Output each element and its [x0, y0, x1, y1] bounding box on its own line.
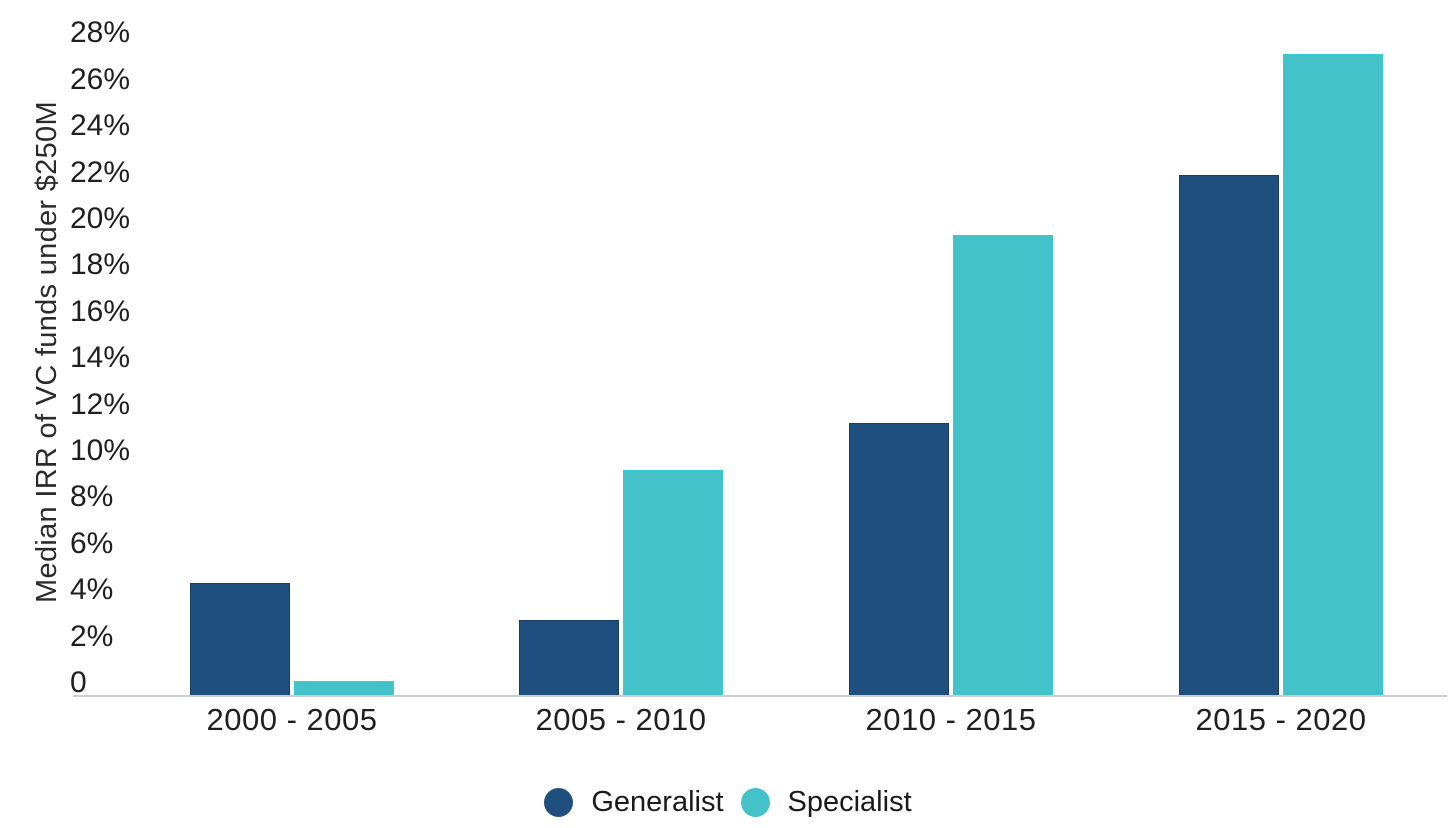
x-axis-line	[73, 695, 1447, 697]
y-tick-label-28: 28%	[70, 16, 131, 50]
y-axis-title: Median IRR of VC funds under $250M	[31, 101, 63, 603]
y-tick-label-20: 20%	[70, 202, 131, 235]
y-tick-label-12: 12%	[70, 387, 131, 421]
bar-specialist-2000-2005	[294, 680, 394, 697]
y-tick-label-18: 18%	[70, 248, 131, 282]
legend-marker-specialist	[740, 787, 770, 817]
y-tick-label-6: 6%	[70, 526, 114, 560]
x-tick-label-2010-2015: 2010 - 2015	[865, 702, 1037, 737]
legend-label-specialist: Specialist	[787, 785, 912, 818]
legend: Generalist Specialist	[0, 785, 1456, 819]
y-tick-label-0: 0	[70, 666, 87, 699]
bar-generalist-2010-2015	[849, 423, 949, 697]
legend-label-generalist: Generalist	[591, 785, 724, 818]
legend-item-specialist: Specialist	[740, 785, 912, 819]
legend-marker-generalist	[544, 787, 574, 817]
bar-generalist-2000-2005	[190, 583, 290, 697]
y-tick-label-26: 26%	[70, 62, 131, 96]
x-tick-label-2000-2005: 2000 - 2005	[206, 702, 378, 737]
y-tick-label-16: 16%	[70, 294, 131, 328]
x-tick-label-2005-2010: 2005 - 2010	[535, 702, 707, 737]
bar-specialist-2015-2020	[1283, 54, 1383, 697]
bar-generalist-2015-2020	[1179, 175, 1279, 697]
y-tick-label-4: 4%	[70, 573, 114, 607]
bar-specialist-2010-2015	[953, 235, 1053, 697]
bar-specialist-2005-2010	[623, 469, 723, 697]
y-tick-label-24: 24%	[70, 109, 131, 143]
legend-item-generalist: Generalist	[544, 785, 724, 819]
y-tick-label-8: 8%	[70, 480, 114, 514]
y-tick-label-22: 22%	[70, 155, 131, 189]
bar-generalist-2005-2010	[519, 620, 619, 697]
x-tick-label-2015-2020: 2015 - 2020	[1195, 702, 1367, 737]
y-tick-label-2: 2%	[70, 619, 114, 653]
y-tick-label-14: 14%	[70, 341, 131, 375]
y-tick-label-10: 10%	[70, 434, 131, 467]
